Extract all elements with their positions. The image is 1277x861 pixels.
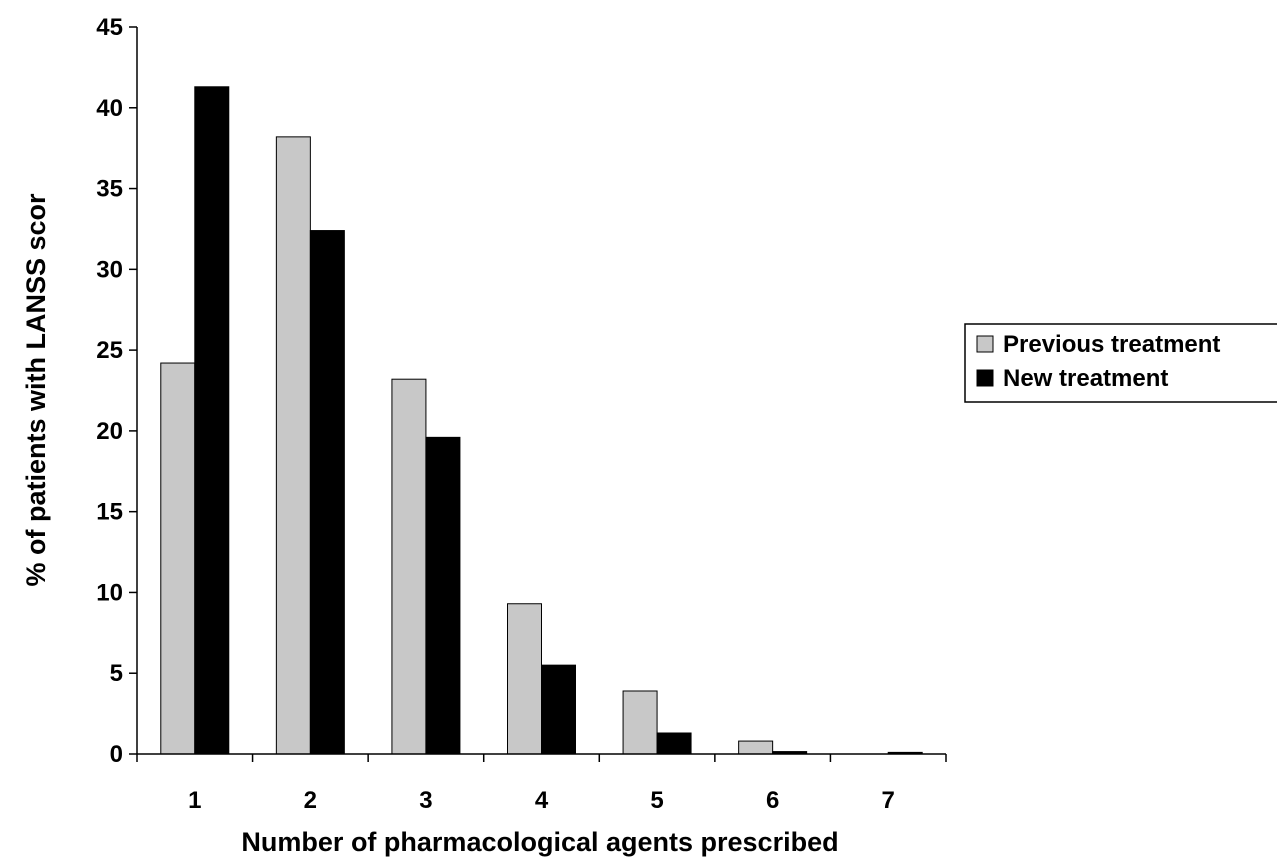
x-tick-label-5: 5 — [650, 787, 663, 814]
bar-previous-treatment-1 — [160, 362, 196, 755]
x-tick-label-2: 2 — [304, 787, 317, 814]
legend-border — [964, 323, 1277, 403]
legend-label-new-treatment: New treatment — [1003, 365, 1168, 392]
bar-previous-treatment-4 — [507, 603, 542, 755]
legend-swatch-previous-treatment — [976, 335, 994, 353]
y-tick-label: 30 — [96, 256, 123, 283]
y-tick-label: 40 — [96, 95, 123, 122]
y-tick-label: 25 — [96, 337, 123, 364]
y-axis: 0 5 10 15 20 25 30 35 40 45 — [96, 14, 138, 768]
y-tick-label: 20 — [96, 418, 123, 445]
legend-label-previous-treatment: Previous treatment — [1003, 331, 1220, 358]
bar-previous-treatment-3 — [391, 378, 427, 755]
bar-new-treatment-1 — [194, 86, 230, 755]
bar-new-treatment-2 — [309, 230, 345, 755]
y-tick-label: 15 — [96, 499, 123, 526]
y-axis-title: % of patients with LANSS scor — [21, 193, 51, 587]
plot-area — [160, 86, 923, 755]
y-tick-label: 35 — [96, 176, 123, 203]
x-tick-label-6: 6 — [766, 787, 779, 814]
bar-previous-treatment-2 — [275, 136, 311, 755]
x-tick-label-1: 1 — [188, 787, 201, 814]
bar-previous-treatment-6 — [738, 740, 774, 755]
x-tick-label-4: 4 — [535, 787, 549, 814]
x-tick-label-3: 3 — [419, 787, 432, 814]
bar-new-treatment-3 — [425, 436, 461, 755]
x-axis: 1 2 3 4 5 6 7 — [136, 753, 947, 814]
y-tick-label: 0 — [110, 741, 123, 768]
y-tick-label: 5 — [110, 660, 123, 687]
legend-swatch-new-treatment — [976, 369, 994, 387]
y-tick-label: 45 — [96, 14, 123, 41]
x-axis-title: Number of pharmacological agents prescri… — [241, 827, 838, 857]
bar-new-treatment-4 — [541, 664, 576, 755]
bar-new-treatment-5 — [656, 732, 692, 755]
bar-previous-treatment-5 — [622, 690, 658, 755]
x-tick-label-7: 7 — [882, 787, 895, 814]
legend: Previous treatment New treatment — [964, 323, 1277, 403]
y-tick-label: 10 — [96, 579, 123, 606]
